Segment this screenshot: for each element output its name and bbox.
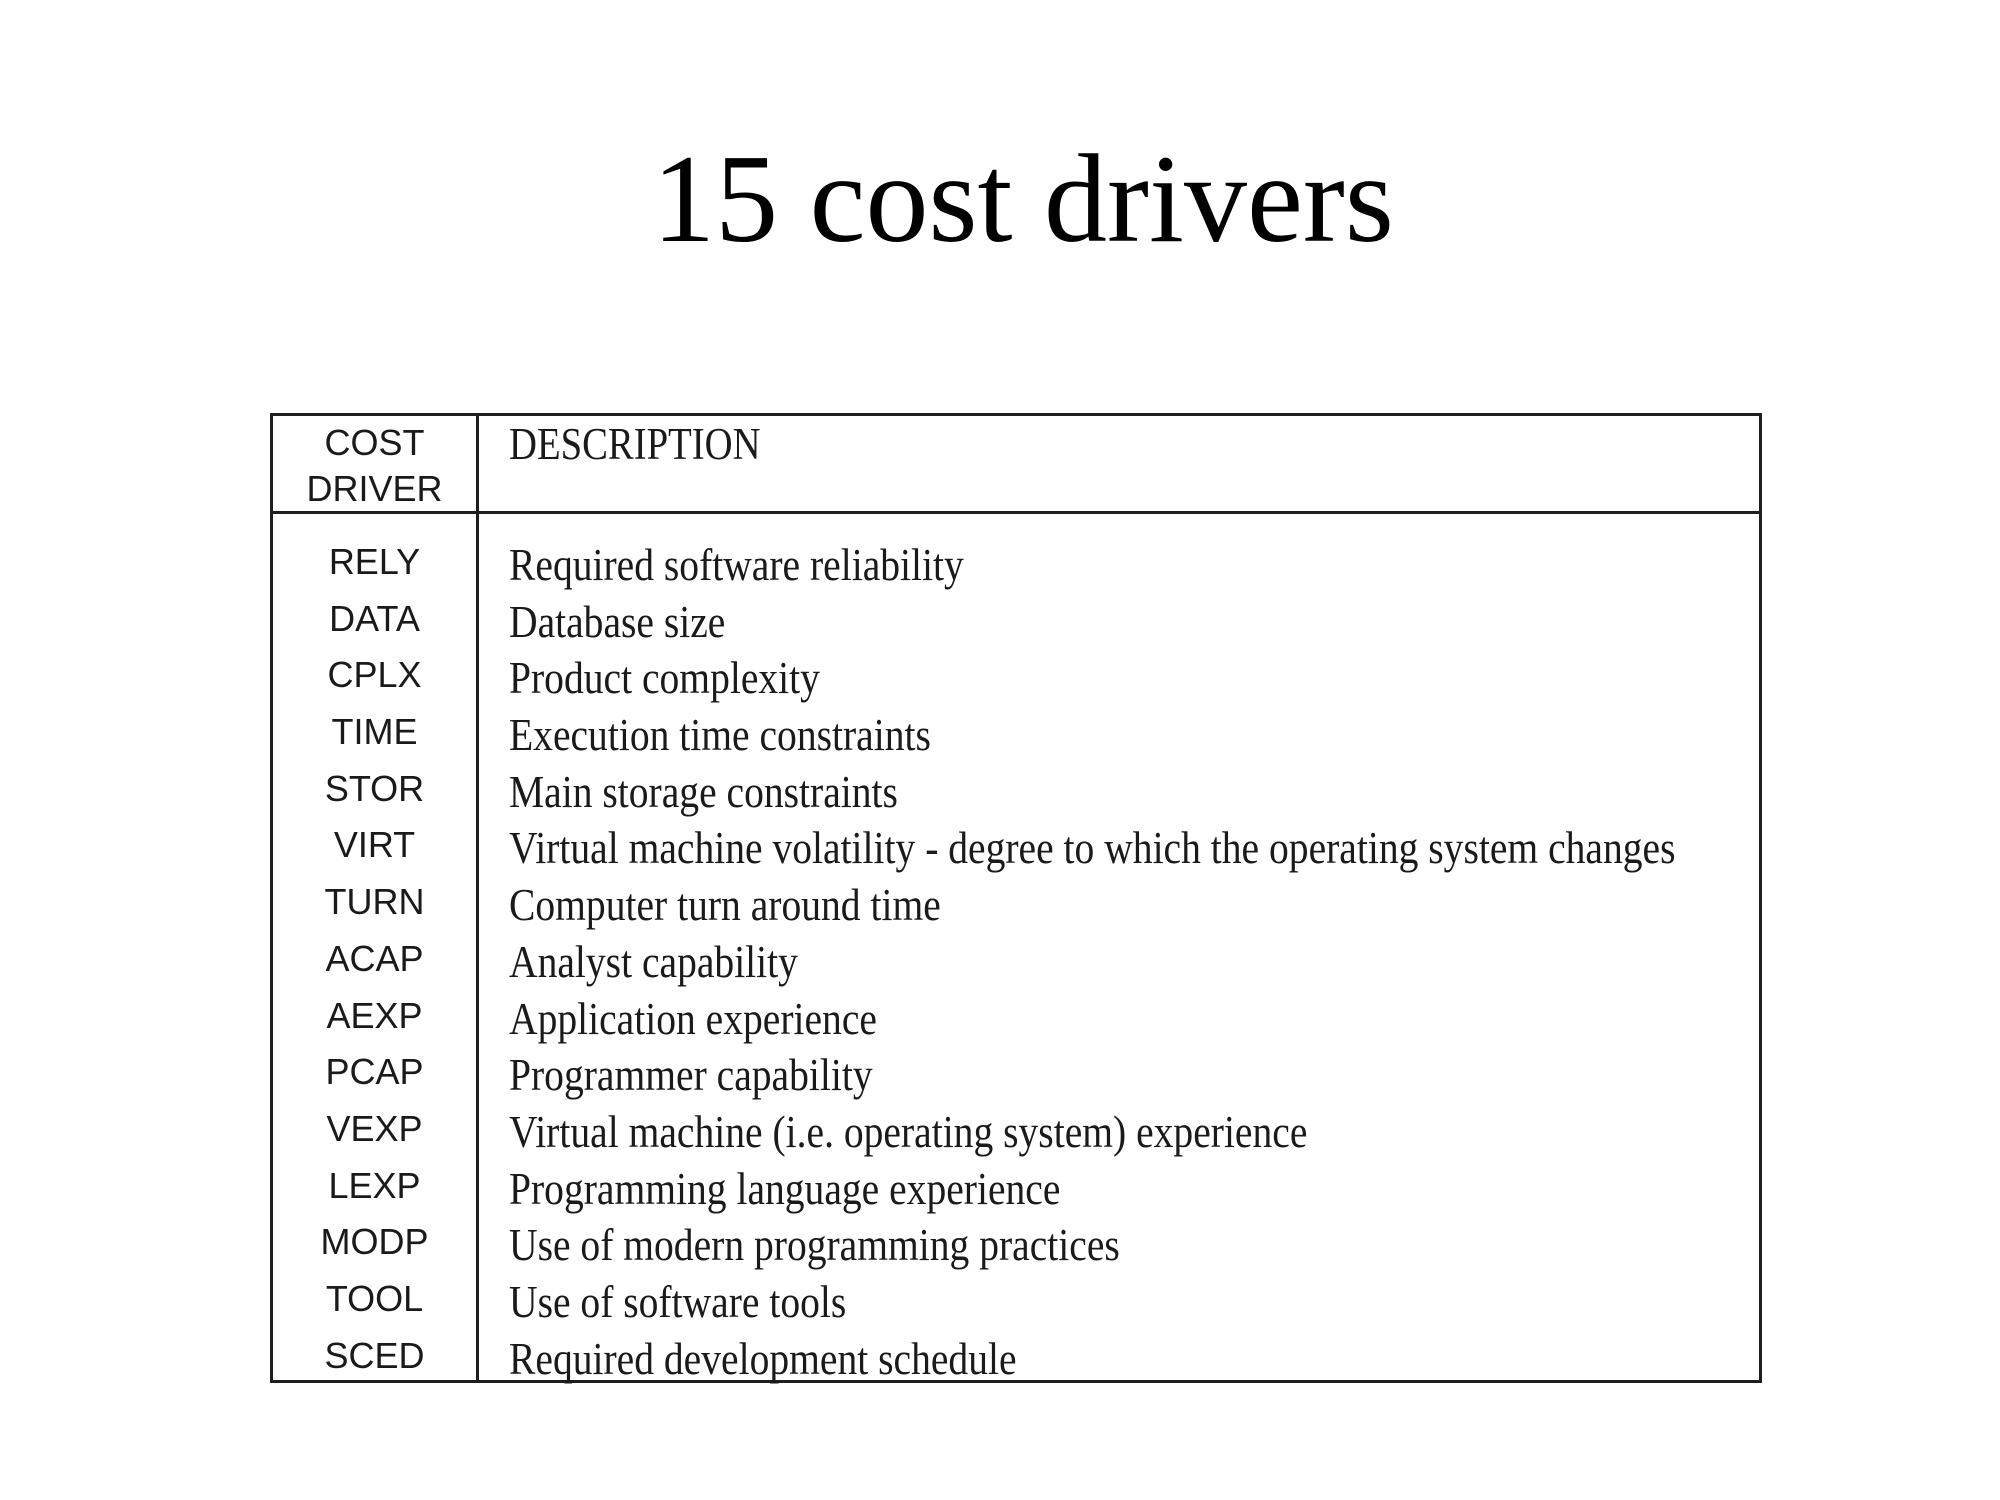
cost-driver-code: TIME — [331, 711, 418, 753]
cost-driver-code: PCAP — [325, 1051, 424, 1093]
cost-driver-code: AEXP — [326, 994, 423, 1036]
cost-driver-code: RELY — [328, 541, 421, 582]
cost-driver-description: Programmer capability — [509, 1049, 873, 1101]
cost-driver-code: MODP — [320, 1221, 429, 1263]
cost-driver-description: Virtual machine volatility - degree to w… — [509, 822, 1676, 874]
header-cost-driver: COST DRIVER — [273, 420, 476, 512]
slide-title: 15 cost drivers — [652, 130, 1394, 269]
cost-driver-description: Application experience — [509, 992, 877, 1044]
cost-driver-code: SCED — [324, 1334, 425, 1376]
cost-driver-description: Database size — [509, 595, 726, 647]
table-row: VEXP Virtual machine (i.e. operating sys… — [273, 1106, 1759, 1163]
table-row: STOR Main storage constraints — [273, 766, 1759, 823]
table-row: PCAP Programmer capability — [273, 1049, 1759, 1106]
table-row: ACAP Analyst capability — [273, 936, 1759, 993]
cost-driver-description: Product complexity — [509, 652, 820, 704]
cost-driver-code: LEXP — [328, 1164, 421, 1206]
table-row: VIRT Virtual machine volatility - degree… — [273, 822, 1759, 879]
header-divider — [273, 511, 1759, 514]
table-row: CPLX Product complexity — [273, 652, 1759, 709]
column-divider — [476, 416, 479, 1380]
cost-driver-description: Required development schedule — [509, 1332, 1017, 1384]
cost-driver-code: TOOL — [325, 1277, 424, 1319]
table-body: RELY Required software reliability DATA … — [273, 539, 1759, 1389]
cost-driver-description: Computer turn around time — [509, 879, 941, 931]
cost-driver-code: VEXP — [326, 1107, 423, 1149]
table-row: LEXP Programming language experience — [273, 1163, 1759, 1220]
table-row: MODP Use of modern programming practices — [273, 1219, 1759, 1276]
table-row: AEXP Application experience — [273, 993, 1759, 1050]
table-row: TIME Execution time constraints — [273, 709, 1759, 766]
cost-driver-code: VIRT — [333, 824, 416, 866]
table-row: SCED Required development schedule — [273, 1333, 1759, 1390]
cost-driver-description: Virtual machine (i.e. operating system) … — [509, 1105, 1308, 1157]
cost-driver-description: Required software reliability — [509, 539, 964, 590]
cost-driver-code: STOR — [324, 767, 425, 809]
table-row: RELY Required software reliability — [273, 539, 1759, 596]
cost-driver-description: Main storage constraints — [509, 765, 898, 817]
cost-driver-code: DATA — [329, 597, 420, 639]
cost-driver-description: Programming language experience — [509, 1162, 1061, 1214]
cost-driver-description: Use of modern programming practices — [509, 1219, 1120, 1271]
cost-driver-code: CPLX — [327, 654, 422, 696]
header-description: DESCRIPTION — [509, 419, 761, 469]
header-cost-driver-line1: COST — [324, 422, 425, 463]
cost-driver-description: Analyst capability — [509, 935, 798, 987]
table-row: DATA Database size — [273, 596, 1759, 653]
header-cost-driver-line2: DRIVER — [306, 468, 443, 509]
cost-driver-description: Use of software tools — [509, 1275, 847, 1327]
table-row: TOOL Use of software tools — [273, 1276, 1759, 1333]
table-row: TURN Computer turn around time — [273, 879, 1759, 936]
cost-driver-code: ACAP — [325, 937, 424, 979]
cost-driver-description: Execution time constraints — [509, 709, 931, 761]
cost-driver-table: COST DRIVER DESCRIPTION RELY Required so… — [270, 413, 1762, 1384]
cost-driver-code: TURN — [324, 881, 425, 923]
